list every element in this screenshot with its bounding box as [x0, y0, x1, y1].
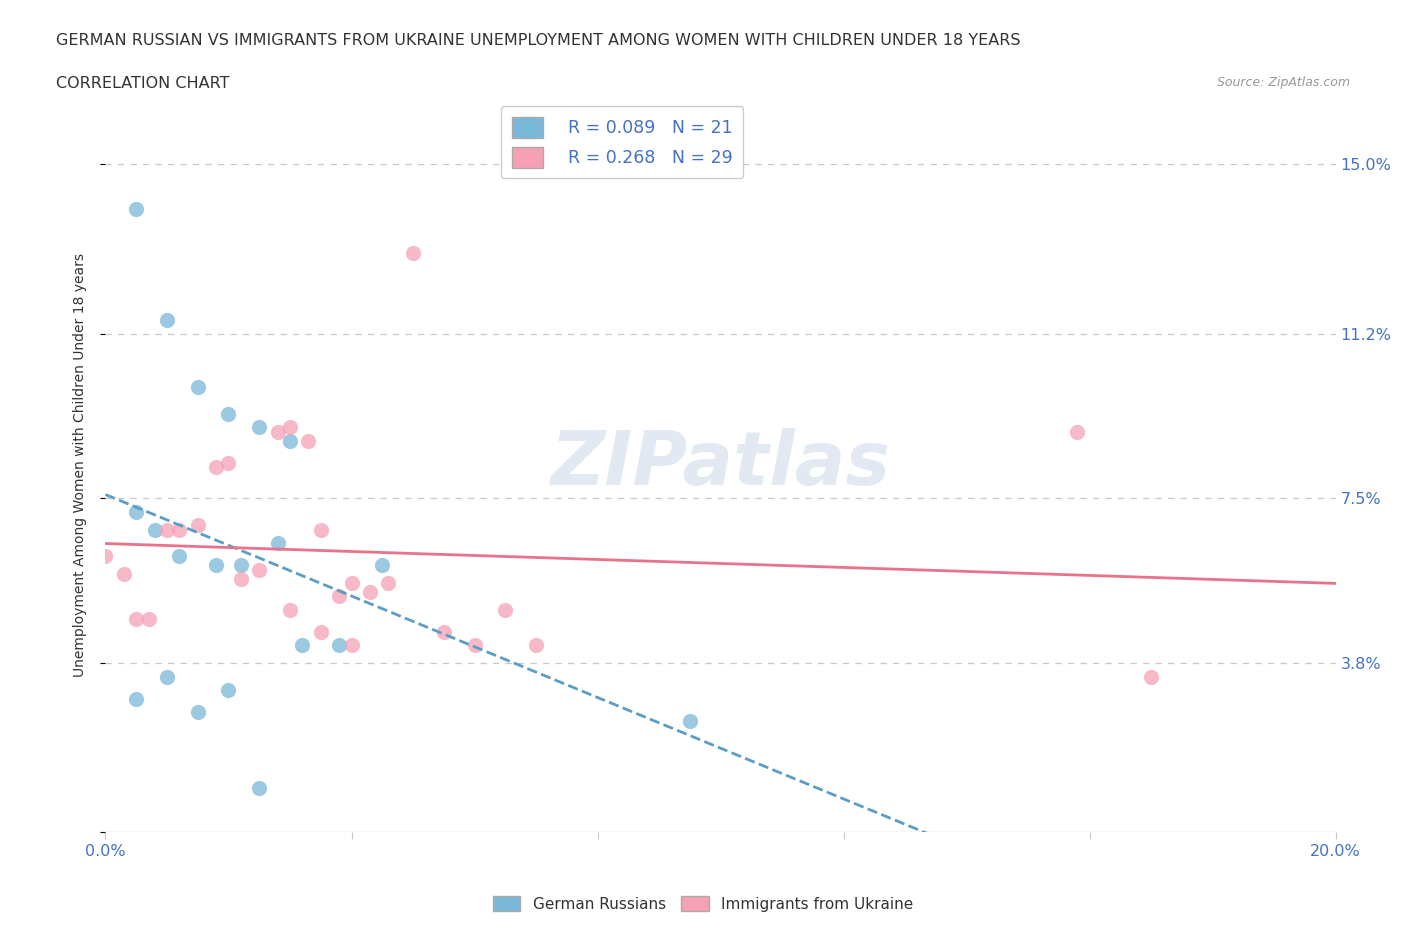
Point: [125, 691, 148, 706]
Point: [297, 433, 319, 448]
Point: [125, 504, 148, 519]
Point: [229, 571, 252, 586]
Point: [218, 683, 240, 698]
Point: [218, 456, 240, 471]
Point: [278, 603, 301, 618]
Legend: German Russians, Immigrants from Ukraine: German Russians, Immigrants from Ukraine: [486, 889, 920, 918]
Point: [328, 638, 350, 653]
Text: GERMAN RUSSIAN VS IMMIGRANTS FROM UKRAINE UNEMPLOYMENT AMONG WOMEN WITH CHILDREN: GERMAN RUSSIAN VS IMMIGRANTS FROM UKRAIN…: [56, 33, 1021, 47]
Point: [309, 625, 332, 640]
Text: ZIPatlаs: ZIPatlаs: [551, 429, 890, 501]
Point: [1066, 424, 1088, 439]
Point: [371, 558, 394, 573]
Point: [112, 566, 135, 581]
Point: [218, 406, 240, 421]
Point: [247, 563, 270, 578]
Point: [94, 549, 117, 564]
Point: [340, 576, 363, 591]
Point: [187, 379, 209, 394]
Point: [267, 536, 290, 551]
Point: [187, 705, 209, 720]
Point: [340, 638, 363, 653]
Point: [359, 584, 381, 599]
Point: [433, 625, 456, 640]
Point: [291, 638, 314, 653]
Point: [187, 518, 209, 533]
Point: [156, 522, 179, 537]
Point: [205, 558, 228, 573]
Point: [494, 603, 516, 618]
Point: [247, 419, 270, 434]
Point: [402, 246, 425, 261]
Point: [679, 713, 702, 728]
Point: [1140, 669, 1163, 684]
Point: [229, 558, 252, 573]
Point: [169, 549, 191, 564]
Point: [156, 312, 179, 327]
Point: [143, 522, 166, 537]
Point: [169, 522, 191, 537]
Point: [247, 780, 270, 795]
Text: CORRELATION CHART: CORRELATION CHART: [56, 76, 229, 91]
Point: [138, 611, 160, 626]
Point: [309, 522, 332, 537]
Point: [377, 576, 399, 591]
Point: [464, 638, 486, 653]
Point: [125, 202, 148, 217]
Legend:   R = 0.089   N = 21,   R = 0.268   N = 29: R = 0.089 N = 21, R = 0.268 N = 29: [502, 106, 742, 179]
Point: [278, 433, 301, 448]
Text: Source: ZipAtlas.com: Source: ZipAtlas.com: [1216, 76, 1350, 89]
Point: [267, 424, 290, 439]
Point: [205, 459, 228, 474]
Point: [125, 611, 148, 626]
Point: [328, 589, 350, 604]
Y-axis label: Unemployment Among Women with Children Under 18 years: Unemployment Among Women with Children U…: [73, 253, 87, 677]
Point: [156, 669, 179, 684]
Point: [524, 638, 547, 653]
Point: [278, 419, 301, 434]
